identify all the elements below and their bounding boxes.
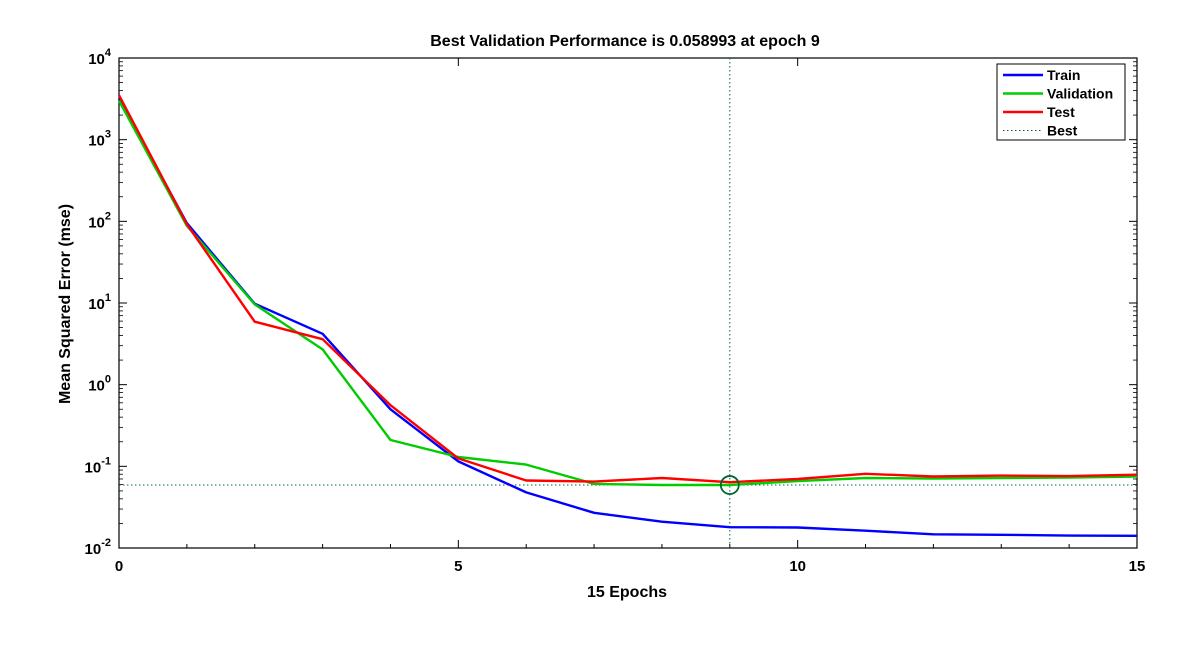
y-tick-label: 104	[88, 47, 112, 68]
legend: Train Validation Test Best	[996, 63, 1126, 141]
legend-label-validation: Validation	[1047, 86, 1113, 102]
plot-axes: 0 5 10 15 10-2 10-1 100 101 102 103 104	[85, 47, 1146, 575]
series-line-test	[117, 94, 1138, 484]
x-tick-label: 15	[1129, 558, 1146, 575]
y-tick-label: 10-2	[85, 537, 111, 558]
y-tick-label: 100	[88, 374, 111, 395]
plot-frame	[118, 57, 1138, 549]
y-tick-label: 102	[88, 210, 111, 231]
x-axis-label: 15 Epochs	[587, 584, 667, 601]
series-line-validation	[117, 100, 1138, 487]
x-tick-label: 0	[115, 558, 123, 575]
best-markers	[119, 58, 1137, 548]
y-tick-label: 101	[88, 292, 111, 313]
legend-label-train: Train	[1047, 67, 1080, 83]
y-axis-label: Mean Squared Error (mse)	[57, 204, 74, 404]
x-tick-label: 10	[789, 558, 806, 575]
series-group	[117, 94, 1138, 537]
legend-box	[996, 63, 1126, 141]
series-line-train	[117, 97, 1138, 537]
y-tick-label: 10-1	[85, 455, 111, 476]
y-tick-label: 103	[88, 129, 111, 150]
best-point-circle	[719, 475, 740, 495]
chart-title: Best Validation Performance is 0.058993 …	[430, 33, 820, 50]
x-tick-label: 5	[454, 558, 462, 575]
legend-label-best: Best	[1047, 123, 1078, 139]
legend-label-test: Test	[1047, 104, 1075, 120]
